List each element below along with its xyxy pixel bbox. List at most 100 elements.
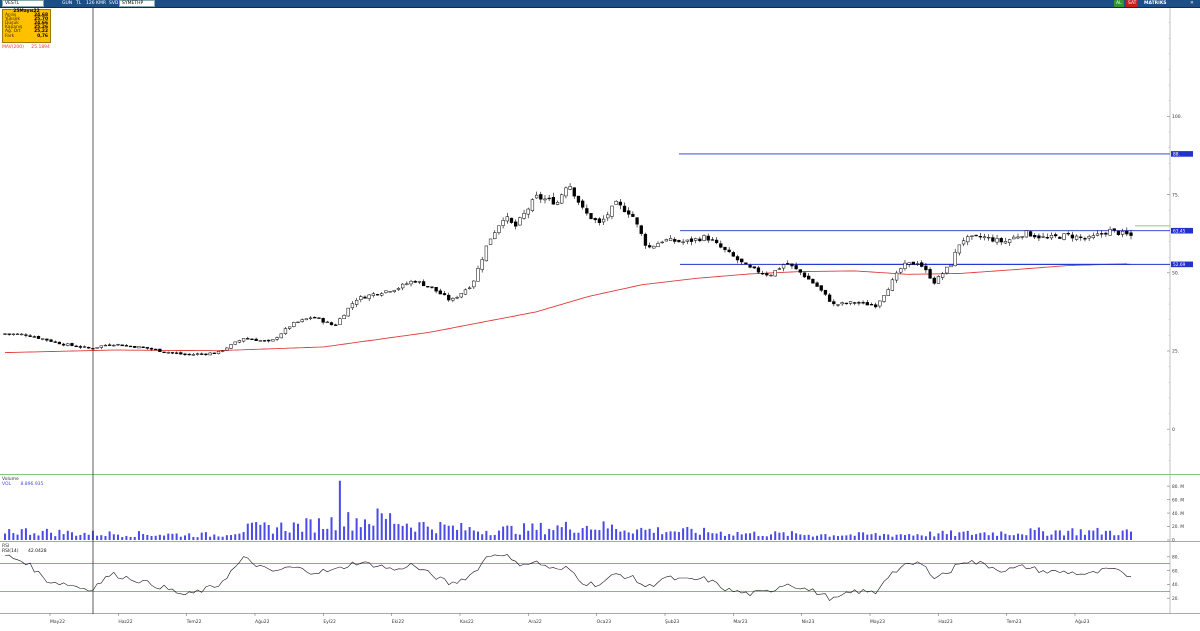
volume-bar — [401, 525, 404, 540]
bars-count[interactable]: 126 — [86, 1, 95, 6]
volume-bar — [665, 532, 668, 540]
currency-selector[interactable]: TL — [76, 1, 82, 6]
volume-legend: VOL 8.896.935 — [2, 482, 43, 487]
candle-body — [325, 321, 329, 324]
period-selector[interactable]: GUN — [62, 1, 73, 6]
volume-bar — [1012, 535, 1015, 540]
candle-body — [811, 278, 815, 284]
candle-body — [777, 268, 782, 270]
candle-body — [551, 197, 555, 205]
rsi-tick-label: 60. — [1172, 568, 1179, 574]
volume-legend-label: VOL — [2, 482, 12, 487]
candle-body — [710, 239, 715, 241]
moving-average-line — [4, 263, 1127, 354]
mode-selector[interactable]: SYMETHP — [119, 0, 155, 7]
candle-body — [819, 285, 823, 291]
volume-bar — [87, 534, 90, 540]
volume-bar — [811, 536, 814, 540]
candle-body — [899, 268, 903, 273]
level-label: 63.45 — [1173, 228, 1186, 234]
candle-body — [702, 235, 706, 241]
volume-bar — [937, 533, 940, 540]
candle-body — [501, 220, 505, 226]
axes: 0 25. 50. 75. 100. 0 20. M 40. M 60. M 80. M 20. 40… — [49, 22, 1184, 625]
candle-body — [283, 328, 288, 334]
candle-body — [978, 236, 982, 238]
candle-body — [1024, 230, 1029, 238]
option-kmr[interactable]: KMR — [96, 1, 106, 6]
volume-bar — [916, 534, 919, 540]
volume-bar — [795, 533, 798, 540]
volume-bar — [728, 534, 731, 540]
candle-body — [673, 239, 677, 242]
volume-bar — [330, 517, 333, 540]
volume-bar — [644, 529, 647, 540]
volume-bar — [380, 513, 383, 540]
volume-bar — [594, 529, 597, 540]
volume-bar — [924, 536, 927, 540]
candle-body — [505, 216, 509, 222]
buy-button[interactable]: AL — [1114, 0, 1124, 7]
option-svd[interactable]: SVD — [109, 1, 119, 6]
candle-body — [120, 344, 124, 347]
candle-body — [279, 333, 283, 339]
candle-body — [367, 294, 371, 299]
level-tag — [1171, 261, 1193, 268]
candle-body — [254, 338, 258, 342]
volume-bar — [410, 527, 413, 540]
candle-body — [1074, 235, 1079, 240]
horizontal-levels[interactable]: 88. 63.45 52.69 — [679, 151, 1193, 268]
volume-bar — [694, 532, 697, 540]
candle-body — [476, 268, 480, 282]
volume-bar — [230, 535, 233, 540]
volume-bar — [535, 529, 538, 540]
volume-bar — [970, 534, 973, 540]
volume-bar — [506, 525, 509, 540]
candle-body — [631, 213, 635, 217]
volume-bar — [631, 533, 634, 540]
volume-bar — [58, 529, 61, 540]
candle-body — [11, 333, 16, 335]
candle-body — [396, 288, 401, 290]
volume-bar — [1100, 534, 1103, 540]
candle-body — [915, 263, 920, 265]
candle-body — [827, 294, 832, 302]
candle-body — [497, 225, 501, 233]
candle-body — [409, 280, 413, 285]
volume-bar — [96, 535, 99, 540]
volume-bar — [288, 532, 291, 540]
volume-bar — [430, 529, 433, 540]
sell-button[interactable]: SAT — [1126, 0, 1139, 7]
candle-body — [304, 318, 309, 321]
candle-body — [99, 345, 103, 348]
volume-bar — [1058, 530, 1061, 540]
candle-body — [317, 317, 321, 319]
candle-body — [1108, 229, 1112, 236]
price-tick-label: 0 — [1172, 427, 1175, 433]
volume-bar — [397, 524, 400, 540]
volume-bar — [857, 532, 860, 540]
volume-bar — [33, 533, 36, 540]
volume-bar — [75, 535, 78, 540]
price-tick-label: 50. — [1172, 270, 1179, 276]
volume-bar — [790, 531, 793, 540]
volume-bar — [690, 528, 693, 540]
volume-bar — [4, 533, 6, 540]
volume-bar — [908, 534, 911, 540]
candle-body — [7, 333, 11, 335]
candle-body — [275, 337, 279, 340]
candle-body — [522, 213, 526, 219]
symbol-field[interactable]: VESTL — [2, 0, 44, 7]
close-icon[interactable]: ✕ — [1190, 1, 1194, 6]
candle-body — [208, 352, 212, 356]
info-value: 25,22 — [34, 29, 48, 35]
candle-body — [949, 264, 953, 268]
candle-body — [940, 273, 945, 278]
volume-bar — [1130, 531, 1132, 540]
x-tick-label: Kas22 — [460, 619, 474, 625]
candle-body — [1016, 236, 1020, 239]
level-tag — [1171, 227, 1193, 234]
rsi-tick-label: 40. — [1172, 582, 1179, 588]
candle-body — [807, 275, 811, 280]
